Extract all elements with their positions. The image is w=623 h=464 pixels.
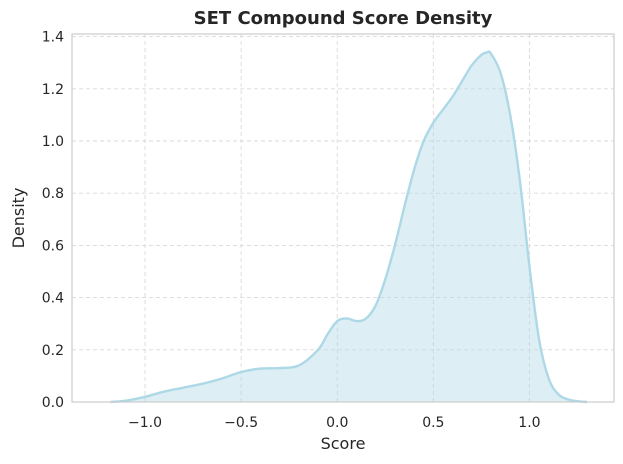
density-curve [110, 50, 588, 404]
chart-title: SET Compound Score Density [194, 8, 493, 29]
y-tick-label: 0.0 [42, 395, 64, 411]
y-tick-label: 1.2 [42, 82, 64, 98]
x-tick-label: 0.5 [422, 415, 444, 431]
y-tick-label: 0.4 [42, 291, 64, 307]
x-tick-label: −1.0 [128, 415, 162, 431]
y-tick-label: 1.4 [42, 30, 64, 46]
density-area-fill [110, 51, 588, 402]
y-axis-label: Density [9, 188, 28, 249]
x-tick-label: −0.5 [224, 415, 258, 431]
y-tick-label: 0.6 [42, 238, 64, 254]
y-tick-label: 1.0 [42, 134, 64, 150]
x-axis-ticks: −1.0 −0.5 0.0 0.5 1.0 [128, 415, 541, 431]
y-tick-label: 0.8 [42, 186, 64, 202]
y-tick-label: 0.2 [42, 343, 64, 359]
y-axis-ticks: 0.0 0.2 0.4 0.6 0.8 1.0 1.2 1.4 [42, 30, 64, 411]
x-tick-label: 0.0 [326, 415, 348, 431]
plot-frame [71, 33, 615, 403]
x-tick-label: 1.0 [518, 415, 540, 431]
grid [72, 34, 614, 403]
x-axis-label: Score [321, 434, 366, 453]
